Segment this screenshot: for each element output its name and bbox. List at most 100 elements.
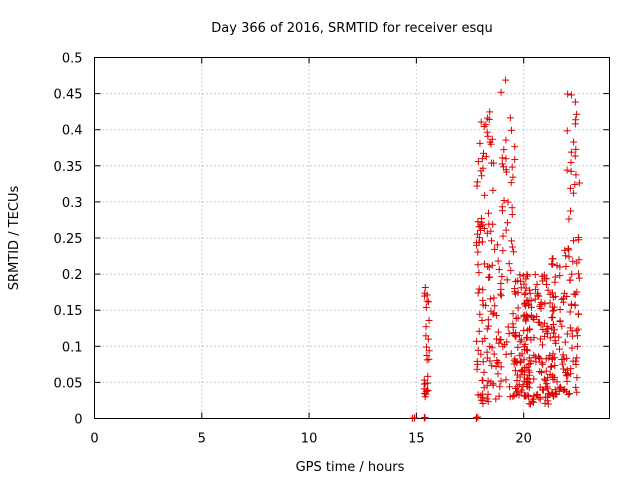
data-point [510,248,518,256]
data-point [551,354,559,362]
data-point [541,393,549,401]
data-point [485,116,493,124]
data-point [525,400,533,408]
data-point [497,292,505,300]
data-point [520,356,528,364]
data-point [512,385,520,393]
data-point [567,159,575,167]
data-point [547,363,555,371]
data-point [499,232,507,240]
data-point [474,346,482,354]
data-point [473,241,481,249]
data-point [569,189,577,197]
data-point [567,91,575,99]
data-point [539,341,547,349]
data-point [525,366,533,374]
data-point [527,357,535,365]
data-point [571,152,579,160]
data-point [532,358,540,366]
data-point [572,116,580,124]
data-point [562,372,570,380]
data-point [483,382,491,390]
x-tick-label: 10 [301,432,318,447]
y-tick-label: 0.3 [62,196,83,211]
data-point [484,398,492,406]
y-axis-label: SRMTID / TECUs [7,186,22,291]
data-point [543,380,551,388]
data-point [506,393,514,401]
data-point [523,333,531,341]
data-point [574,325,582,333]
data-point [541,332,549,340]
data-point [497,377,505,385]
data-point [558,322,566,330]
data-point [511,143,519,151]
data-point [570,138,578,146]
x-tick-label: 20 [515,432,532,447]
data-point [549,293,557,301]
data-point [508,243,516,251]
data-point [473,413,481,421]
data-point [540,319,548,327]
data-point [477,118,485,126]
data-point [562,262,570,270]
data-point [484,209,492,217]
data-point [475,223,483,231]
data-point [516,338,524,346]
data-point [566,389,574,397]
data-point [492,335,500,343]
data-point [527,336,535,344]
data-point [502,76,510,84]
data-point [536,368,544,376]
data-point [567,148,575,156]
data-point [502,155,510,163]
data-point [538,359,546,367]
data-point [521,364,529,372]
data-point [501,341,509,349]
data-point [422,332,430,340]
data-point [563,127,571,135]
data-point [551,362,559,370]
data-point [548,289,556,297]
data-point [548,389,556,397]
data-point [473,178,481,186]
data-point [535,292,543,300]
data-point [573,388,581,396]
data-point [520,300,528,308]
y-tick-label: 0.5 [62,52,83,67]
data-point [563,377,571,385]
data-point [475,327,483,335]
data-point [532,391,540,399]
data-point [525,301,533,309]
data-point [477,226,485,234]
data-point [546,370,554,378]
data-point [533,280,541,288]
data-point [478,155,486,163]
data-point [558,295,566,303]
axis-ticks [94,57,610,419]
data-point [509,173,517,181]
data-point [425,347,433,355]
data-point [421,380,429,388]
data-point [568,344,576,352]
data-point [567,365,575,373]
data-point [425,355,433,363]
data-point [534,318,542,326]
data-point [493,241,501,249]
data-point [544,385,552,393]
data-point [536,395,544,403]
data-point [517,367,525,375]
data-point [507,350,515,358]
data-point [561,338,569,346]
data-point [478,376,486,384]
data-point [568,327,576,335]
data-point [560,365,568,373]
data-point [480,384,488,392]
data-point [556,305,564,313]
data-point [548,260,556,268]
data-point [474,248,482,256]
data-point [484,132,492,140]
data-point [556,272,564,280]
data-point [531,295,539,303]
